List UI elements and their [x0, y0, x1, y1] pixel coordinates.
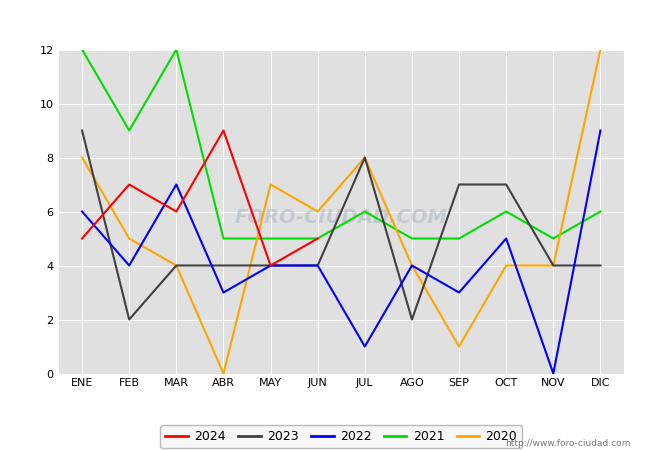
- Text: FORO-CIUDAD.COM: FORO-CIUDAD.COM: [235, 208, 448, 228]
- Text: http://www.foro-ciudad.com: http://www.foro-ciudad.com: [505, 439, 630, 448]
- Legend: 2024, 2023, 2022, 2021, 2020: 2024, 2023, 2022, 2021, 2020: [161, 425, 522, 448]
- Text: Matriculaciones de Vehiculos en Borja: Matriculaciones de Vehiculos en Borja: [140, 11, 510, 30]
